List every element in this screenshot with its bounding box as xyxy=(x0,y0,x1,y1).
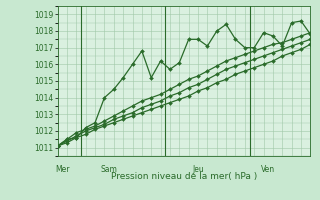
Text: Ven: Ven xyxy=(261,165,275,174)
Text: Sam: Sam xyxy=(101,165,117,174)
Text: Mer: Mer xyxy=(55,165,69,174)
X-axis label: Pression niveau de la mer( hPa ): Pression niveau de la mer( hPa ) xyxy=(111,172,257,181)
Text: Jeu: Jeu xyxy=(192,165,204,174)
